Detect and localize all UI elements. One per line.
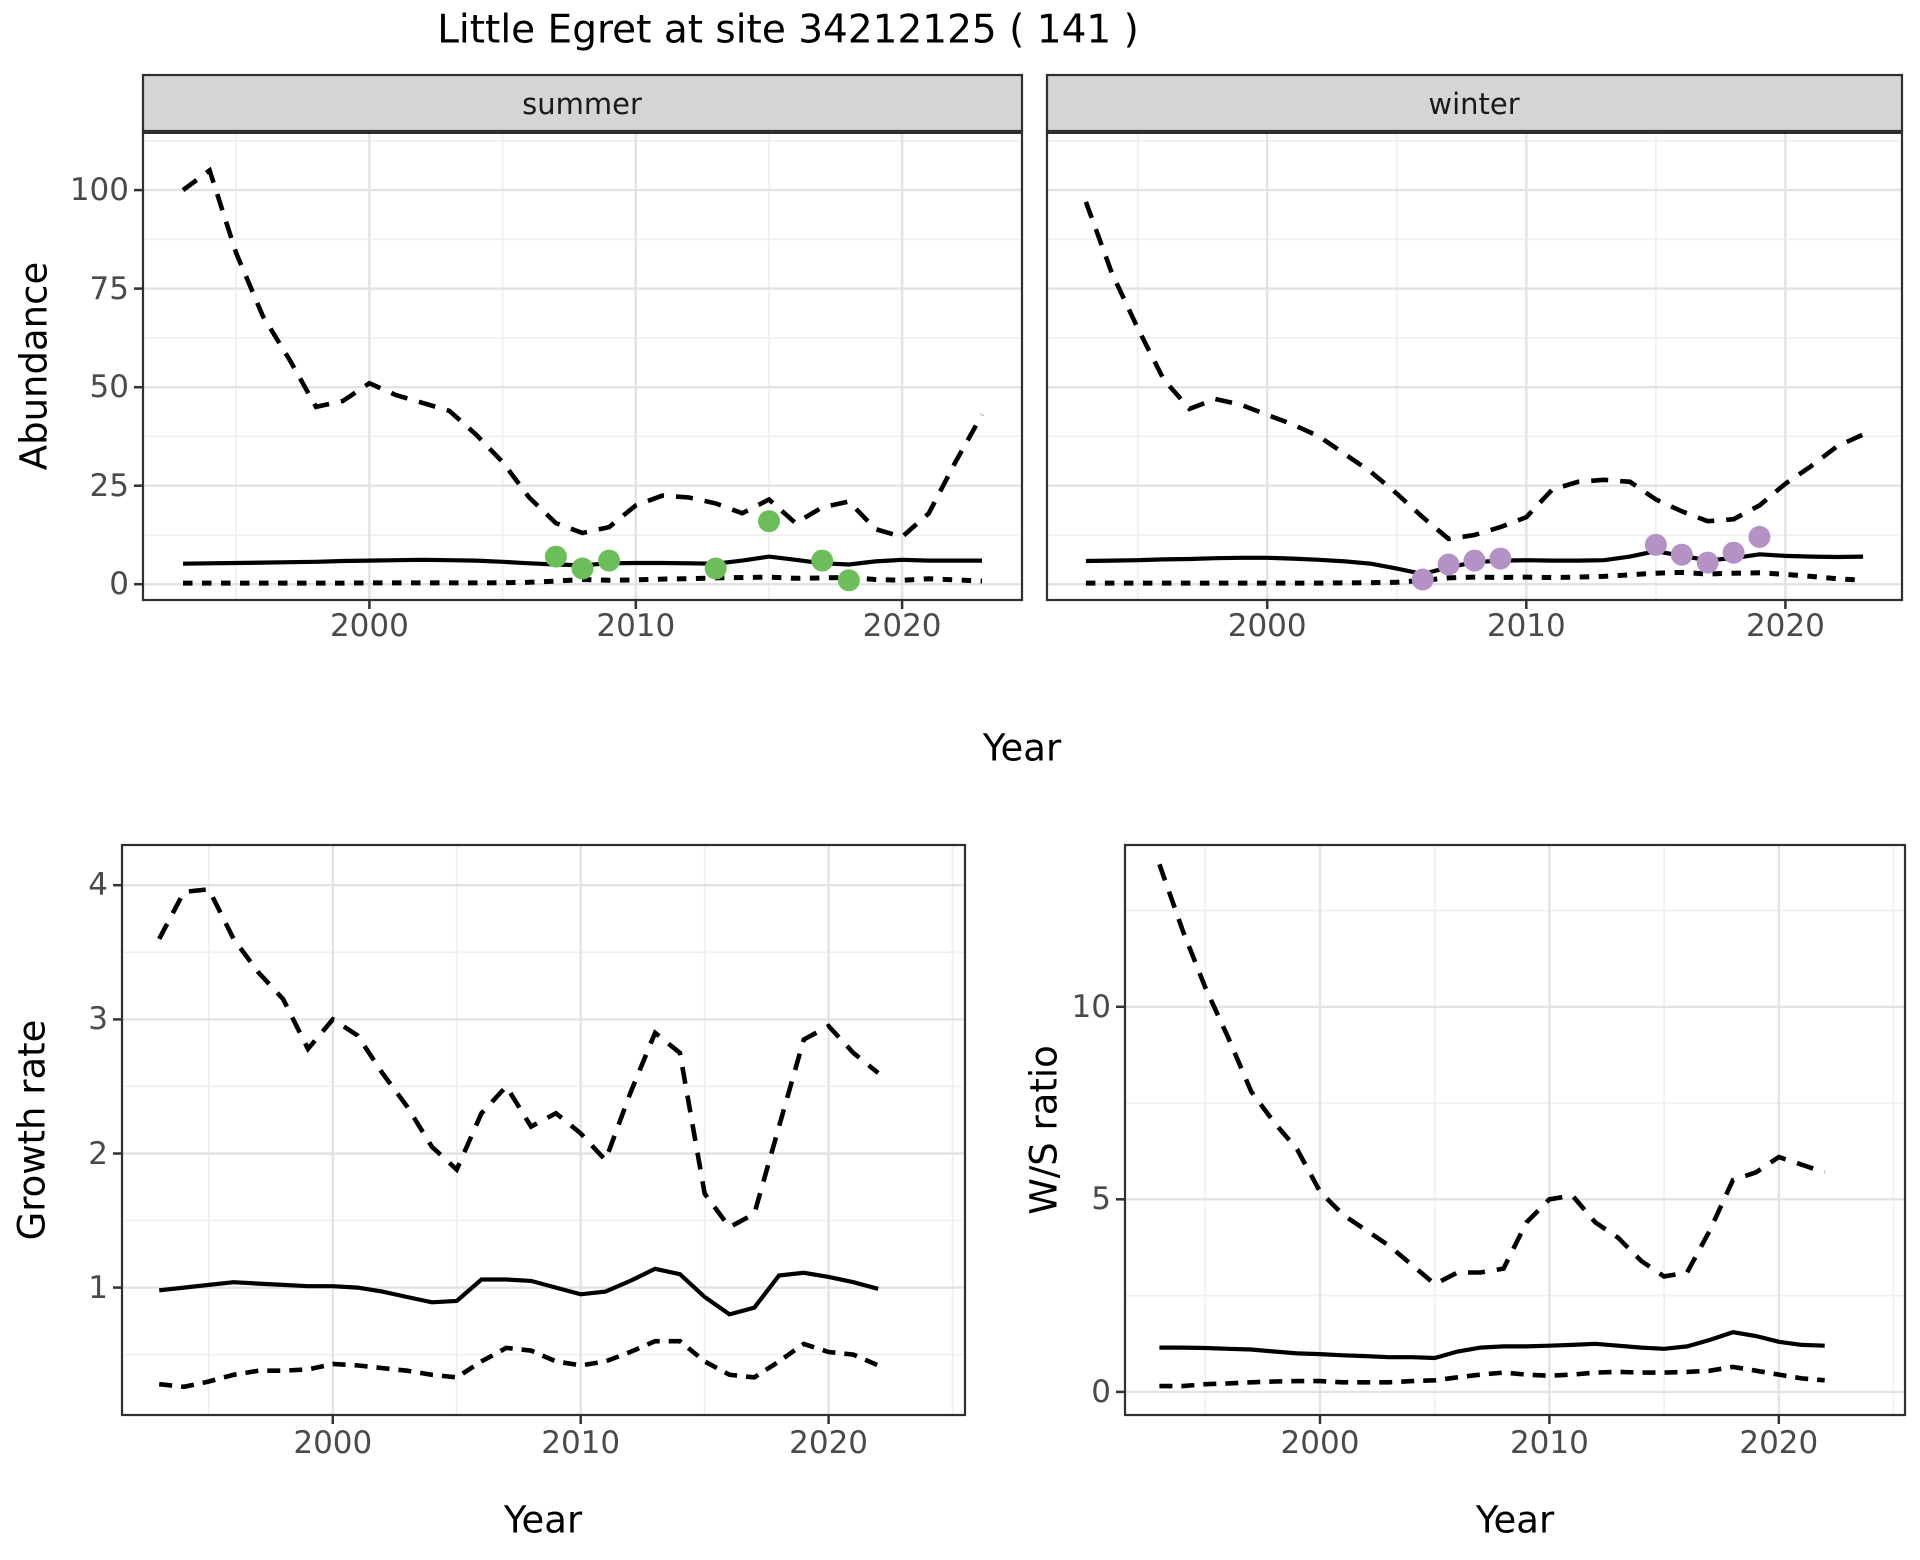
y-axis-title-ws-ratio: W/S ratio bbox=[1022, 1045, 1066, 1215]
upper_ci-line bbox=[157, 886, 880, 1231]
y-tick-label: 3 bbox=[88, 1001, 108, 1038]
x-tick-label: 2000 bbox=[293, 1425, 373, 1461]
y-tick-label: 50 bbox=[89, 369, 129, 406]
x-tick-label: 2020 bbox=[789, 1425, 869, 1461]
y-tick-label: 75 bbox=[89, 270, 129, 307]
y-tick-label: 10 bbox=[1071, 988, 1111, 1025]
observed-counts-winter bbox=[1463, 549, 1486, 572]
observed-counts-summer bbox=[758, 510, 780, 533]
facet-strip bbox=[1045, 73, 1904, 133]
median-line bbox=[158, 1266, 879, 1317]
y-tick-label: 0 bbox=[109, 566, 129, 603]
lower_ci-line bbox=[1159, 1364, 1825, 1389]
x-tick-label: 2020 bbox=[1745, 608, 1825, 644]
observed-counts-summer bbox=[598, 549, 621, 572]
x-tick-label: 2020 bbox=[862, 608, 942, 644]
y-tick-label: 1 bbox=[88, 1269, 108, 1306]
x-tick-label: 2000 bbox=[1280, 1425, 1360, 1461]
panel-background bbox=[1125, 845, 1905, 1415]
y-axis-title-growth-rate: Growth rate bbox=[10, 1019, 54, 1241]
observed-counts-winter bbox=[1411, 568, 1434, 591]
y-tick-label: 2 bbox=[88, 1135, 108, 1172]
median-line bbox=[1159, 1330, 1825, 1361]
observed-counts-winter bbox=[1644, 533, 1667, 556]
observed-counts-winter bbox=[1722, 541, 1745, 564]
x-tick-label: 2010 bbox=[1486, 608, 1566, 644]
x-tick-label: 2010 bbox=[596, 608, 676, 644]
x-tick-label: 2010 bbox=[541, 1425, 621, 1461]
figure-title: Little Egret at site 34212125 ( 141 ) bbox=[437, 7, 1139, 53]
y-axis-title-abundance: Abundance bbox=[12, 261, 56, 471]
panel-background bbox=[1047, 131, 1902, 600]
x-tick-label: 2000 bbox=[329, 608, 409, 644]
lower_ci-line bbox=[1085, 569, 1864, 586]
observed-counts-summer bbox=[704, 557, 727, 580]
x-tick-label: 2010 bbox=[1509, 1425, 1589, 1461]
y-tick-label: 100 bbox=[69, 172, 129, 209]
x-axis-title-year-ws: Year bbox=[1475, 1498, 1555, 1542]
y-tick-label: 4 bbox=[88, 867, 108, 904]
panel-border bbox=[1123, 843, 1907, 1417]
observed-counts-summer bbox=[571, 557, 594, 580]
observed-counts-winter bbox=[1696, 551, 1719, 574]
x-tick-label: 2020 bbox=[1739, 1425, 1819, 1461]
x-tick-label: 2000 bbox=[1227, 608, 1307, 644]
facet-strip-label-winter: winter bbox=[1428, 87, 1520, 121]
observed-counts-summer bbox=[544, 545, 567, 568]
y-tick-label: 25 bbox=[89, 467, 129, 504]
lower_ci-line bbox=[158, 1338, 880, 1390]
upper_ci-line bbox=[1157, 863, 1826, 1287]
upper_ci-line bbox=[181, 166, 985, 540]
panel-background bbox=[122, 845, 965, 1415]
observed-counts-winter bbox=[1748, 525, 1771, 548]
facet-strip-label-summer: summer bbox=[522, 87, 642, 121]
observed-counts-winter bbox=[1437, 553, 1460, 576]
upper_ci-line bbox=[1083, 201, 1865, 542]
y-tick-label: 5 bbox=[1091, 1181, 1111, 1218]
panel-border bbox=[120, 843, 967, 1417]
y-tick-label: 0 bbox=[1091, 1373, 1111, 1410]
observed-counts-summer bbox=[811, 549, 834, 572]
x-axis-title-year-growth: Year bbox=[503, 1498, 583, 1542]
x-axis-title-year-top: Year bbox=[982, 726, 1062, 770]
observed-counts-summer bbox=[837, 569, 860, 592]
observed-counts-winter bbox=[1489, 547, 1512, 570]
facet-strip bbox=[141, 73, 1024, 133]
observed-counts-winter bbox=[1670, 543, 1693, 566]
panel-background bbox=[143, 131, 1022, 600]
